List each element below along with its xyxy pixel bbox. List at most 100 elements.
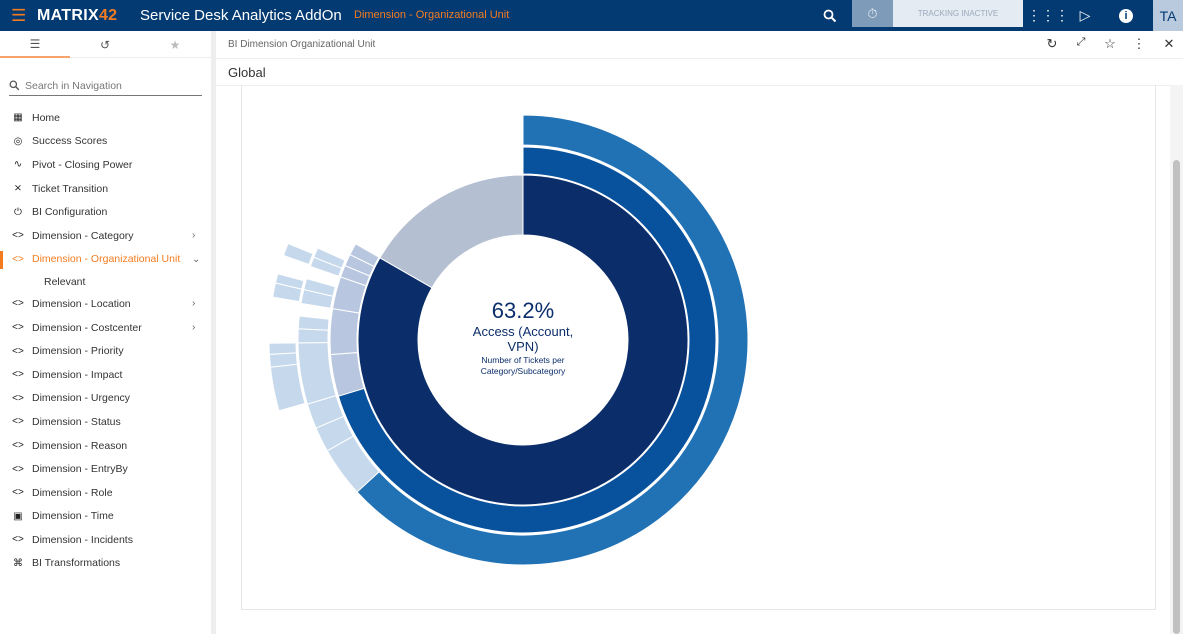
sidebar-tabs: ☰ ↺ ★ (0, 31, 211, 58)
sidebar-item-dimension-urgency[interactable]: <> Dimension - Urgency (0, 387, 211, 411)
sunburst-segment-level3-10[interactable] (313, 247, 346, 269)
hamburger-menu-icon[interactable]: ☰ (11, 6, 27, 25)
sidebar-item-label: BI Configuration (32, 206, 108, 219)
sidebar-item-label: Home (32, 111, 61, 124)
sunburst-segment-level3-6[interactable] (297, 315, 330, 331)
timer-off-icon[interactable]: ⏱ (852, 0, 893, 27)
chevron-down-icon[interactable]: ⌄ (192, 253, 201, 265)
sidebar-item-label: Success Scores (32, 135, 108, 148)
sidebar-item-label: BI Transformations (32, 557, 121, 570)
sidebar-item-label: Dimension - Impact (32, 368, 123, 381)
main-content: BI Dimension Organizational Unit ↻ ⤢ ☆ ⋮… (216, 31, 1183, 634)
power-icon: ⏻ (14, 206, 22, 218)
sidebar-item-dimension-category[interactable]: <> Dimension - Category › (0, 224, 211, 248)
sunburst-segment-level3-5[interactable] (297, 328, 329, 344)
history-icon: ↺ (99, 37, 111, 52)
chevron-right-icon[interactable]: › (192, 230, 196, 242)
sidebar-item-label: Dimension - Status (32, 415, 121, 428)
favorite-star-icon[interactable]: ☆ (1104, 36, 1116, 51)
sunburst-segment-level3-0[interactable] (356, 114, 749, 566)
sidebar-item-label: Dimension - Role (32, 486, 113, 499)
top-header: ☰ MATRIX42 Service Desk Analytics AddOn … (0, 0, 1183, 31)
search-navigation-input[interactable]: Search in Navigation (9, 76, 202, 96)
tracking-status[interactable]: TRACKING INACTIVE (893, 0, 1023, 27)
sidebar-item-label: Dimension - Location (32, 297, 131, 310)
header-breadcrumb[interactable]: Dimension - Organizational Unit (354, 9, 510, 21)
sidebar-item-success-scores[interactable]: ◎ Success Scores (0, 130, 211, 154)
presentation-icon[interactable]: ▷ (1079, 7, 1091, 23)
tab-favorites[interactable]: ★ (140, 31, 210, 58)
user-avatar[interactable]: TA (1153, 0, 1183, 31)
code-icon: <> (12, 322, 24, 334)
tab-navigation-list[interactable]: ☰ (0, 31, 70, 58)
sunburst-segment-level4-2[interactable] (268, 342, 297, 355)
sidebar-item-bi-configuration[interactable]: ⏻ BI Configuration (0, 200, 211, 224)
sidebar-item-label: Dimension - EntryBy (32, 463, 128, 476)
sidebar-item-dimension-location[interactable]: <> Dimension - Location › (0, 292, 211, 316)
sidebar-item-dimension-reason[interactable]: <> Dimension - Reason (0, 434, 211, 458)
sunburst-segment-level1-1[interactable] (379, 174, 524, 289)
star-icon: ★ (169, 37, 181, 52)
sunburst-segment-level2-6[interactable] (349, 243, 380, 268)
chevron-right-icon[interactable]: › (192, 322, 196, 334)
main-scrollbar[interactable] (1170, 85, 1183, 634)
sunburst-segment-level1-0[interactable] (357, 174, 689, 506)
sidebar-item-label: Dimension - Category (32, 229, 134, 242)
page-breadcrumb: BI Dimension Organizational Unit (228, 39, 376, 50)
sidebar-item-dimension-priority[interactable]: <> Dimension - Priority (0, 339, 211, 363)
search-icon[interactable] (816, 0, 844, 31)
sidebar-item-relevant[interactable]: Relevant (0, 271, 211, 292)
sidebar-item-pivot-closing-power[interactable]: ∿ Pivot - Closing Power (0, 153, 211, 177)
sunburst-segment-level4-1[interactable] (268, 352, 298, 368)
code-icon: <> (12, 298, 24, 310)
sidebar-item-label: Dimension - Organizational Unit (32, 253, 181, 266)
sidebar-item-label: Dimension - Urgency (32, 392, 131, 405)
sidebar-item-dimension-impact[interactable]: <> Dimension - Impact (0, 363, 211, 387)
sidebar-item-ticket-transition[interactable]: ⨯ Ticket Transition (0, 177, 211, 201)
divider (216, 58, 1183, 59)
code-icon: <> (12, 253, 24, 265)
refresh-icon[interactable]: ↻ (1046, 36, 1058, 51)
center-sub-line1: Number of Tickets per (481, 355, 564, 365)
code-icon: <> (12, 230, 24, 242)
sidebar-item-dimension-incidents[interactable]: <> Dimension - Incidents (0, 528, 211, 552)
sidebar-item-dimension-status[interactable]: <> Dimension - Status (0, 410, 211, 434)
sunburst-segment-level4-4[interactable] (274, 273, 305, 290)
sidebar-item-dimension-costcenter[interactable]: <> Dimension - Costcenter › (0, 316, 211, 340)
sunburst-segment-level2-2[interactable] (329, 308, 360, 356)
sidebar-item-label: Dimension - Reason (32, 439, 128, 452)
close-icon[interactable]: ✕ (1163, 36, 1175, 51)
sidebar-item-dimension-time[interactable]: ▣ Dimension - Time (0, 505, 211, 529)
calendar-icon: ▣ (13, 510, 23, 522)
sidebar-item-dimension-organizational-unit[interactable]: <> Dimension - Organizational Unit ⌄ (0, 248, 211, 272)
chevron-right-icon[interactable]: › (192, 298, 196, 310)
sunburst-segment-level2-0[interactable] (337, 146, 717, 534)
info-icon[interactable]: i (1112, 0, 1140, 31)
navigation-list: ▦ Home ◎ Success Scores ∿ Pivot - Closing Pow… (0, 106, 211, 575)
sidebar-scrollbar[interactable] (211, 31, 216, 634)
page-title: Global (228, 65, 266, 80)
center-label-line1: Access (Account, (473, 324, 573, 339)
divider (216, 85, 1171, 86)
sidebar-item-dimension-role[interactable]: <> Dimension - Role (0, 481, 211, 505)
code-icon: <> (12, 416, 24, 428)
sidebar-item-home[interactable]: ▦ Home (0, 106, 211, 130)
collapse-icon[interactable]: ⤢ (1076, 36, 1086, 48)
sidebar-item-label: Dimension - Time (32, 510, 114, 523)
apps-grid-icon[interactable]: ⋮⋮⋮ (1027, 7, 1069, 23)
matrix42-logo[interactable]: MATRIX42 (37, 7, 118, 24)
sidebar-item-label: Pivot - Closing Power (32, 158, 133, 171)
sidebar-item-label: Dimension - Priority (32, 345, 124, 358)
sidebar-item-dimension-entryby[interactable]: <> Dimension - EntryBy (0, 457, 211, 481)
sunburst-segment-level3-8[interactable] (303, 277, 337, 297)
sidebar-item-bi-transformations[interactable]: ⌘ BI Transformations (0, 552, 211, 576)
search-placeholder: Search in Navigation (25, 79, 122, 92)
target-icon: ◎ (13, 135, 23, 147)
code-icon: <> (12, 369, 24, 381)
code-icon: <> (12, 392, 24, 404)
code-icon: <> (12, 534, 24, 546)
sunburst-segment-level4-5[interactable] (282, 242, 314, 266)
scrollbar-thumb[interactable] (1173, 160, 1180, 634)
tab-history[interactable]: ↺ (70, 31, 140, 58)
more-vert-icon[interactable]: ⋮ (1132, 36, 1146, 51)
